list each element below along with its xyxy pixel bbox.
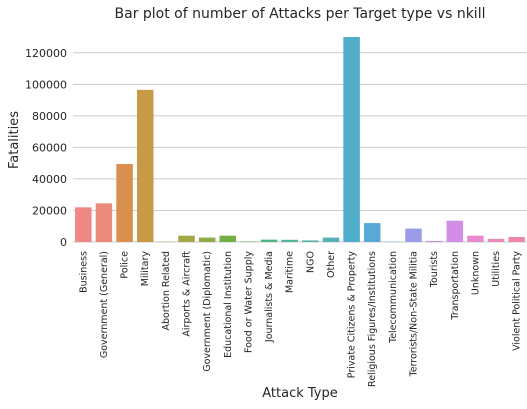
y-tick-labels: 0 20000 40000 60000 80000 100000 120000 (25, 47, 67, 249)
x-tick-label: Tourists (429, 251, 440, 288)
bar (447, 221, 464, 242)
bar (75, 207, 92, 242)
bar (467, 236, 484, 242)
x-tick-label: Religious Figures/Institutions (367, 251, 378, 387)
bar (178, 236, 195, 242)
bar (488, 239, 505, 242)
x-tick-label: Unknown (470, 251, 481, 295)
y-tick-label: 40000 (32, 173, 67, 186)
bar (343, 37, 360, 242)
bar (508, 237, 525, 242)
bar (96, 203, 113, 242)
bar (137, 90, 154, 242)
bar (261, 240, 278, 242)
y-tick-label: 80000 (32, 110, 67, 123)
x-tick-label: Police (120, 251, 131, 279)
x-tick-label: Abortion Related (161, 251, 172, 331)
x-axis-label: Attack Type (262, 386, 338, 401)
x-tick-label: Maritime (285, 251, 296, 293)
x-tick-label: Food or Water Supply (243, 251, 254, 353)
x-tick-label: Business (78, 251, 89, 293)
x-tick-label: Violent Political Party (512, 251, 523, 351)
bar (116, 164, 133, 242)
y-tick-label: 0 (60, 236, 67, 249)
bar (426, 241, 443, 242)
y-tick-label: 60000 (32, 141, 67, 154)
x-tick-label: Telecommunication (388, 251, 399, 344)
x-tick-label: NGO (305, 251, 316, 273)
chart-title: Bar plot of number of Attacks per Target… (115, 6, 486, 22)
x-tick-label: Other (326, 251, 337, 278)
x-tick-labels: Business Government (General) Police Milita… (78, 251, 522, 387)
bar (323, 238, 340, 242)
y-axis-label: Fatalities (7, 111, 22, 169)
bars (75, 37, 525, 242)
x-tick-label: Transportation (450, 251, 461, 321)
bar (405, 229, 422, 242)
bar (220, 236, 237, 242)
x-tick-label: Journalists & Media (264, 251, 275, 343)
y-tick-label: 20000 (32, 204, 67, 217)
x-tick-label: Terrorists/Non-State Militia (409, 251, 420, 378)
bar (281, 240, 298, 242)
x-tick-label: Airports & Aircraft (182, 251, 193, 337)
x-tick-label: Private Citizens & Property (347, 251, 358, 379)
x-tick-label: Military (140, 251, 151, 287)
bar (302, 240, 319, 242)
x-tick-label: Utilities (491, 251, 502, 287)
y-tick-label: 100000 (25, 78, 67, 91)
bar (199, 238, 216, 242)
bar (364, 223, 381, 242)
x-tick-label: Government (Diplomatic) (202, 251, 213, 372)
y-tick-label: 120000 (25, 47, 67, 60)
x-tick-label: Government (General) (99, 251, 110, 358)
x-tick-label: Educational Institution (223, 251, 234, 358)
